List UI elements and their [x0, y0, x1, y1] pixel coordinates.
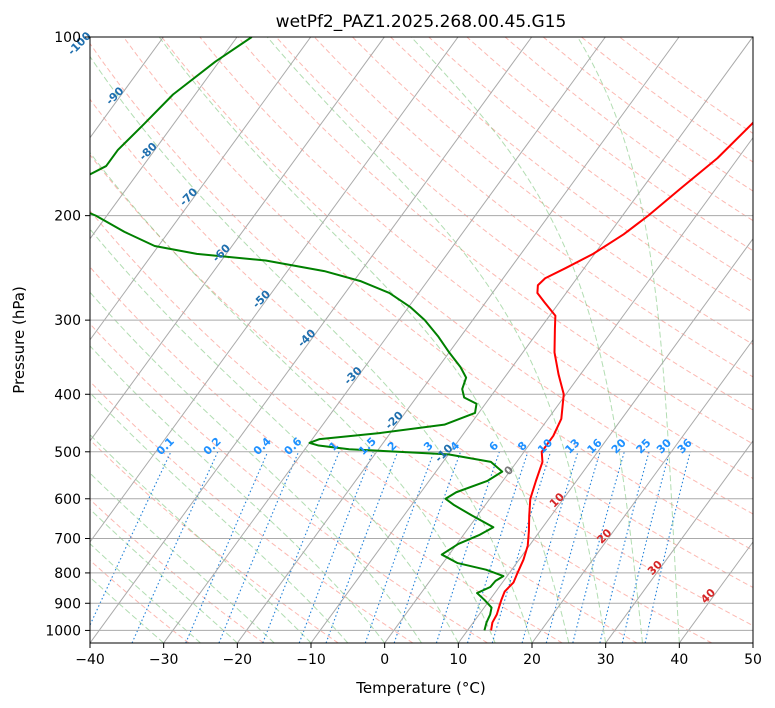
mixing-ratio-line [521, 451, 579, 643]
moist-adiabat-line [90, 228, 459, 643]
mixing-ratio-line [545, 451, 601, 643]
dry-adiabat-line [90, 559, 190, 643]
y-tick-label: 600 [54, 492, 81, 508]
dewpoint-profile-line [90, 37, 505, 631]
dry-adiabat-line [90, 266, 563, 643]
dry-adiabat-line [123, 37, 753, 551]
plot-area [90, 37, 753, 643]
y-tick-label: 900 [54, 596, 81, 612]
y-tick-label: 700 [54, 532, 81, 548]
dry-adiabat-line [161, 37, 753, 515]
moist-adiabat-line [90, 151, 496, 643]
moist-adiabat-line [90, 345, 386, 643]
mixing-ratio-line [262, 451, 340, 643]
mixing-ratio-line [599, 451, 650, 643]
plot-frame [89, 36, 754, 644]
dry-adiabat-line [199, 37, 753, 480]
mixing-ratio-line [621, 451, 671, 643]
moist-adiabat-line [266, 37, 607, 643]
dry-adiabat-line [313, 37, 753, 378]
moist-adiabat-line [90, 55, 533, 643]
x-tick-label: −40 [75, 652, 105, 668]
moist-adiabats [90, 37, 680, 643]
series [90, 37, 753, 631]
dry-adiabat-line [352, 37, 753, 345]
dry-adiabat-line [90, 42, 753, 589]
isotherm-line [457, 237, 753, 643]
y-tick-label: 300 [54, 313, 81, 329]
dry-adiabat-line [90, 154, 712, 643]
dry-adiabat-line [90, 209, 638, 643]
x-tick-label: 0 [380, 652, 389, 668]
isotherm-line [90, 37, 385, 442]
mixing-ratio-line [185, 451, 269, 643]
y-axis-label: Pressure (hPa) [10, 286, 28, 394]
y-tick-label: 1000 [45, 623, 81, 639]
dry-adiabats [90, 37, 753, 643]
temperature-profile-line [490, 121, 753, 631]
isotherm-line [90, 37, 459, 543]
mixing-ratio-line [325, 451, 399, 643]
x-tick-label: 50 [744, 652, 762, 668]
moist-adiabat-line [577, 37, 680, 643]
x-axis: −40 −30 −20 −10 0 10 20 30 40 50 [75, 643, 762, 668]
x-tick-label: 30 [597, 652, 615, 668]
y-tick-label: 200 [54, 209, 81, 225]
moist-adiabat-line [90, 543, 201, 643]
moist-adiabat-line [90, 392, 349, 643]
y-tick-label: 500 [54, 445, 81, 461]
x-axis-label: Temperature (°C) [355, 679, 485, 697]
x-tick-label: −30 [149, 652, 179, 668]
x-tick-label: 40 [670, 652, 688, 668]
dry-adiabat-line [90, 98, 753, 627]
isotherm-line [90, 37, 238, 240]
moist-adiabat-line [90, 472, 275, 643]
mixing-ratio-line [491, 451, 552, 643]
isotherm-line [90, 37, 533, 643]
y-tick-label: 400 [54, 387, 81, 403]
chart-title: wetPf2_PAZ1.2025.268.00.45.G15 [276, 12, 567, 32]
mixing-ratio-line [435, 451, 500, 643]
moist-adiabat-line [90, 576, 164, 643]
moist-adiabat-line [90, 508, 238, 643]
isotherm-line [310, 37, 753, 643]
x-tick-label: 20 [523, 652, 541, 668]
moist-adiabat-line [158, 37, 570, 643]
x-tick-label: −10 [296, 652, 326, 668]
mixing-ratio-line [466, 451, 529, 643]
mixing-ratio-line [298, 451, 374, 643]
moist-adiabat-line [90, 433, 312, 643]
isotherm-line [90, 37, 312, 341]
mixing-ratio-line [572, 451, 625, 643]
isotherm-line [163, 37, 606, 643]
y-tick-label: 800 [54, 566, 81, 582]
y-axis: 100 200 300 400 500 600 700 800 900 1000 [45, 30, 90, 639]
isotherm-line [605, 440, 753, 643]
isobars [90, 37, 753, 631]
mixing-ratio-line [364, 451, 435, 643]
isotherm-line [236, 37, 680, 643]
x-tick-label: −20 [223, 652, 253, 668]
mixing-ratio-line [218, 451, 300, 643]
x-tick-label: 10 [449, 652, 467, 668]
y-tick-label: 100 [54, 30, 81, 46]
moist-adiabat-line [410, 37, 643, 643]
